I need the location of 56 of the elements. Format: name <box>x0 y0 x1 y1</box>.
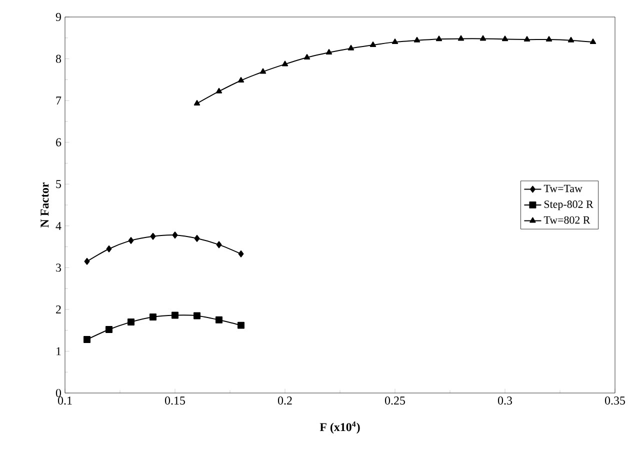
y-tick-label: 4 <box>56 222 62 230</box>
point <box>84 336 90 344</box>
y-axis-title: N Factor <box>40 182 49 228</box>
legend-label: Step-802 R <box>544 200 594 210</box>
y-tick-label: 0 <box>56 388 62 398</box>
point <box>106 245 112 252</box>
point <box>150 313 156 320</box>
point <box>458 35 464 41</box>
point <box>238 250 244 258</box>
y-tick-label: 2 <box>56 305 61 314</box>
point <box>524 36 530 42</box>
point <box>216 88 222 94</box>
y-tick-label: 9 <box>56 12 61 22</box>
point <box>216 316 222 324</box>
point <box>172 312 178 319</box>
legend-label: Tw=Taw <box>544 184 582 192</box>
y-tick-label: 3 <box>56 264 62 272</box>
point <box>216 241 222 248</box>
point <box>392 38 398 44</box>
point <box>436 36 442 42</box>
point <box>238 77 244 82</box>
point <box>370 42 376 47</box>
point <box>150 232 156 240</box>
y-tick-label: 1 <box>56 347 61 356</box>
point <box>282 60 288 66</box>
point <box>194 234 200 242</box>
point <box>304 54 310 60</box>
x-tick-label: 0.15 <box>164 396 185 405</box>
point <box>84 258 90 265</box>
x-axis-title: F (x10$^{4}$) <box>320 421 360 434</box>
y-tick-label: 8 <box>56 54 62 63</box>
point <box>502 36 508 42</box>
point <box>546 36 552 42</box>
point <box>128 237 134 244</box>
point <box>194 312 200 320</box>
legend-label: Tw=802 R <box>544 216 590 224</box>
point <box>172 232 178 239</box>
point <box>260 68 266 74</box>
point <box>128 318 134 326</box>
point <box>194 100 200 106</box>
point <box>348 44 354 50</box>
point <box>414 36 420 42</box>
point <box>480 35 486 41</box>
point <box>106 326 112 333</box>
x-tick-label: 0.3 <box>498 396 512 405</box>
y-tick-label: 5 <box>56 180 62 188</box>
y-tick-label: 6 <box>56 138 62 146</box>
point <box>326 49 332 55</box>
x-tick-label: 0.2 <box>278 396 292 405</box>
point <box>590 38 596 44</box>
x-tick-label: 0.25 <box>384 396 405 405</box>
x-tick-label: 0.35 <box>604 396 626 405</box>
point <box>568 36 574 42</box>
y-tick-label: 7 <box>56 96 62 104</box>
point <box>238 322 244 329</box>
x-tick-label: 0.1 <box>58 396 72 405</box>
